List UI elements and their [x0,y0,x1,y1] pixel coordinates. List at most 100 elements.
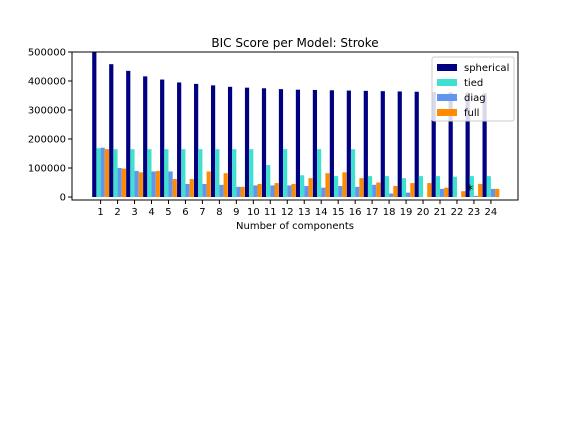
bar-diag [134,170,139,197]
bar-diag [253,185,258,197]
bar-spherical [363,90,368,197]
legend-label-full: full [464,108,479,119]
bar-diag [151,171,156,197]
legend-label-diag: diag [464,93,486,104]
bar-diag [185,183,190,197]
x-tick-label: 6 [182,207,188,218]
x-tick-label: 18 [383,207,396,218]
bar-spherical [346,90,351,197]
y-tick-label: 500000 [28,48,66,59]
x-tick-label: 5 [165,207,171,218]
bar-spherical [194,83,199,197]
bar-full [427,183,432,197]
legend: spherical tied diag full [431,56,515,122]
legend-swatch-spherical [437,64,457,71]
bar-tied [130,149,135,197]
bar-full [240,186,245,197]
bar-spherical [482,93,487,197]
bar-full [104,149,109,197]
bar-spherical [126,70,131,197]
bar-spherical [465,92,470,197]
bar-full [478,183,483,197]
bar-tied [452,176,457,197]
bar-tied [486,176,491,197]
bar-spherical [244,87,250,197]
legend-swatch-diag [437,94,457,101]
bar-diag [355,186,360,197]
legend-label-tied: tied [464,78,483,89]
x-tick-label: 15 [332,207,345,218]
bar-diag [168,171,173,197]
bar-full [393,185,398,197]
x-tick-label: 14 [315,207,328,218]
bar-full [461,191,466,197]
bar-tied [147,149,152,197]
y-tick-label: 300000 [28,106,66,117]
bar-full [359,178,364,197]
bar-spherical [261,88,267,197]
bar-spherical [109,64,114,198]
bar-tied [249,149,254,197]
bar-diag [287,185,292,197]
x-tick-label: 22 [451,207,464,218]
bar-diag [372,184,377,197]
x-tick-label: 8 [216,207,222,218]
bars [92,52,500,198]
bar-diag [473,195,479,197]
bar-diag [117,168,122,197]
bar-diag [440,188,445,197]
legend-swatch-tied [437,79,457,86]
bar-diag [202,183,207,197]
bar-tied [215,149,220,197]
bar-full [410,183,415,197]
bar-tied [350,149,356,197]
bar-spherical [227,86,233,197]
y-tick-label: 400000 [28,77,66,88]
x-tick-label: 24 [485,207,498,218]
plot-frame [71,51,519,201]
y-axis-ticks: 0 100000 200000 300000 400000 500000 [28,48,72,204]
bar-spherical [177,82,182,197]
legend-swatch-full [437,109,457,116]
y-tick-label: 200000 [28,135,66,146]
y-tick-label: 100000 [28,164,66,175]
bar-full [444,187,449,197]
bar-spherical [278,89,284,197]
y-tick-label: 0 [60,193,66,204]
bar-spherical [397,91,402,197]
chart-title: BIC Score per Model: Stroke [211,36,378,50]
bar-full [308,178,313,197]
bar-full [138,172,143,197]
bar-full [121,168,126,197]
x-tick-label: 1 [97,207,103,218]
bar-spherical [143,76,148,197]
bar-diag [338,185,343,197]
bar-diag [490,188,496,197]
x-tick-label: 10 [247,207,260,218]
bar-tied [317,149,322,197]
bar-tied [266,165,271,197]
bar-tied [181,149,186,197]
bar-full [172,179,177,197]
legend-label-spherical: spherical [464,63,509,74]
bar-full [257,183,262,197]
bar-tied [232,149,237,197]
bar-tied [384,176,390,197]
bar-diag [100,147,105,197]
x-axis-ticks: 1 2 3 4 5 6 7 8 9 10 11 12 13 14 15 16 17 18 19 20 21 22 23 24 [97,200,497,218]
bar-diag [270,185,275,197]
annotations: * [467,183,474,198]
bar-tied [435,176,440,197]
bar-tied [300,175,305,197]
x-tick-label: 19 [400,207,413,218]
x-tick-label: 4 [148,207,154,218]
bar-tied [113,149,118,197]
bar-full [223,173,228,197]
bar-spherical [160,79,165,197]
bar-spherical [329,90,334,197]
bar-diag [236,186,241,197]
bar-tied [198,149,203,197]
bar-spherical [210,85,216,197]
bar-full [376,182,381,197]
